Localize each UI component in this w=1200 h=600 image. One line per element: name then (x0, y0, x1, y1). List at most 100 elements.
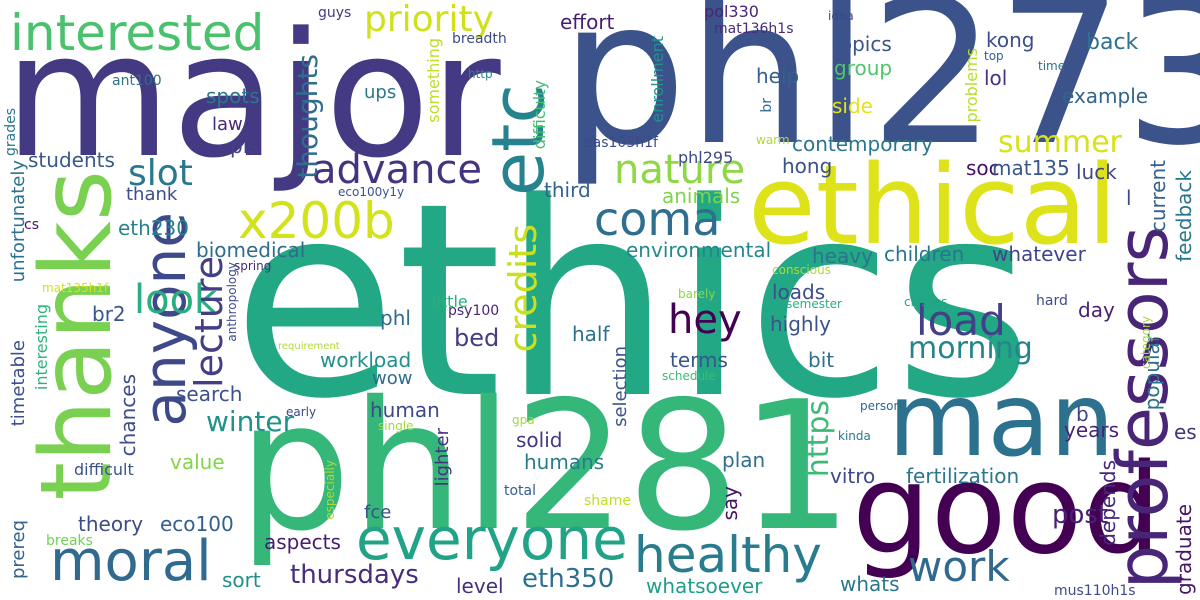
word: law (212, 114, 243, 135)
word: plan (722, 448, 766, 472)
word: group (834, 56, 893, 80)
word: animals (662, 184, 741, 208)
word: hong (782, 154, 833, 178)
word: thursdays (290, 560, 419, 590)
word: eco100y1y (338, 185, 405, 199)
word: phl273 (560, 0, 1200, 190)
word: timetable (8, 340, 29, 427)
word: aspects (264, 530, 341, 554)
word: person (860, 399, 902, 413)
word: slot (128, 153, 193, 194)
word: enrollment (648, 36, 667, 123)
word: mus110h1s (1054, 583, 1136, 599)
word: b (1076, 402, 1089, 426)
word: wow (372, 368, 413, 389)
word: difficult (74, 460, 134, 479)
word: environmental (626, 238, 772, 262)
word: idea (828, 9, 854, 23)
word: eco100 (160, 512, 234, 536)
word: whatsoever (646, 574, 763, 598)
word: vitro (830, 464, 876, 488)
word: http (468, 67, 493, 81)
word: eth230 (118, 216, 189, 240)
word: interesting (32, 304, 51, 391)
word: phl (380, 306, 411, 330)
word: l (1126, 186, 1132, 210)
word: good (852, 438, 1162, 582)
word: phl281 (238, 363, 854, 570)
word: whatever (992, 242, 1086, 266)
word: phl295 (678, 148, 734, 167)
word: biomedical (196, 238, 306, 262)
word: luck (1076, 160, 1117, 184)
word: topics (832, 32, 892, 56)
word: br (759, 98, 775, 113)
word: winter (206, 405, 295, 438)
word: workload (320, 348, 412, 372)
word: especially (323, 460, 337, 520)
word: effort (560, 10, 615, 34)
word: spring (234, 259, 272, 273)
word: side (832, 94, 873, 118)
word: ethical (748, 141, 1118, 269)
word: bed (454, 324, 500, 352)
word: conscious (772, 263, 831, 277)
word: chances (116, 374, 140, 457)
word: category (1139, 316, 1153, 370)
word: ethics (232, 146, 1034, 458)
word: kong (986, 28, 1035, 52)
word: half (572, 322, 610, 346)
word: solid (516, 428, 563, 452)
word: cs (24, 217, 39, 233)
word: x200b (238, 192, 395, 250)
word: day (1078, 298, 1115, 322)
word: little (432, 292, 468, 311)
word: classes (904, 295, 948, 309)
word: moral (50, 529, 212, 594)
word: gpa (512, 413, 535, 427)
word: mat135 (992, 156, 1070, 180)
word: prereq (8, 520, 29, 580)
word: years (1064, 418, 1120, 442)
word: heavy (812, 244, 873, 268)
word: back (1086, 30, 1139, 55)
word: search (176, 382, 243, 406)
word: terms (670, 348, 728, 372)
word: problems (962, 48, 981, 123)
word: third (544, 178, 591, 202)
word: es (1174, 420, 1197, 444)
word: load (916, 296, 1006, 345)
word: major (4, 0, 501, 196)
word: coma (594, 192, 721, 246)
word: pls (230, 134, 259, 158)
word: sort (222, 568, 261, 592)
word: work (908, 542, 1010, 591)
word: whats (840, 572, 900, 596)
word: requirement (278, 341, 340, 352)
word: pol330 (704, 2, 759, 21)
word: current (1146, 160, 1170, 233)
word: grades (3, 108, 19, 157)
word: humans (524, 450, 605, 474)
word: fertilization (906, 464, 1020, 488)
word: eth350 (522, 564, 615, 594)
word: spots (206, 84, 260, 108)
word: eas103h1f (584, 135, 658, 151)
word: barely (678, 287, 716, 301)
word: credits (501, 224, 545, 353)
word: soc (966, 156, 1000, 180)
word: morning (908, 331, 1033, 366)
word: shame (584, 493, 631, 509)
word: students (28, 148, 115, 172)
word: contemporary (792, 132, 934, 156)
word: guys (318, 5, 352, 21)
word: schedule (662, 369, 716, 383)
word: hard (1036, 293, 1068, 309)
word: bit (808, 348, 835, 372)
word: anthropology (225, 262, 239, 342)
word: say (718, 486, 742, 521)
word: early (286, 405, 317, 419)
word: graduate (1172, 504, 1196, 595)
word: hey (668, 297, 742, 343)
